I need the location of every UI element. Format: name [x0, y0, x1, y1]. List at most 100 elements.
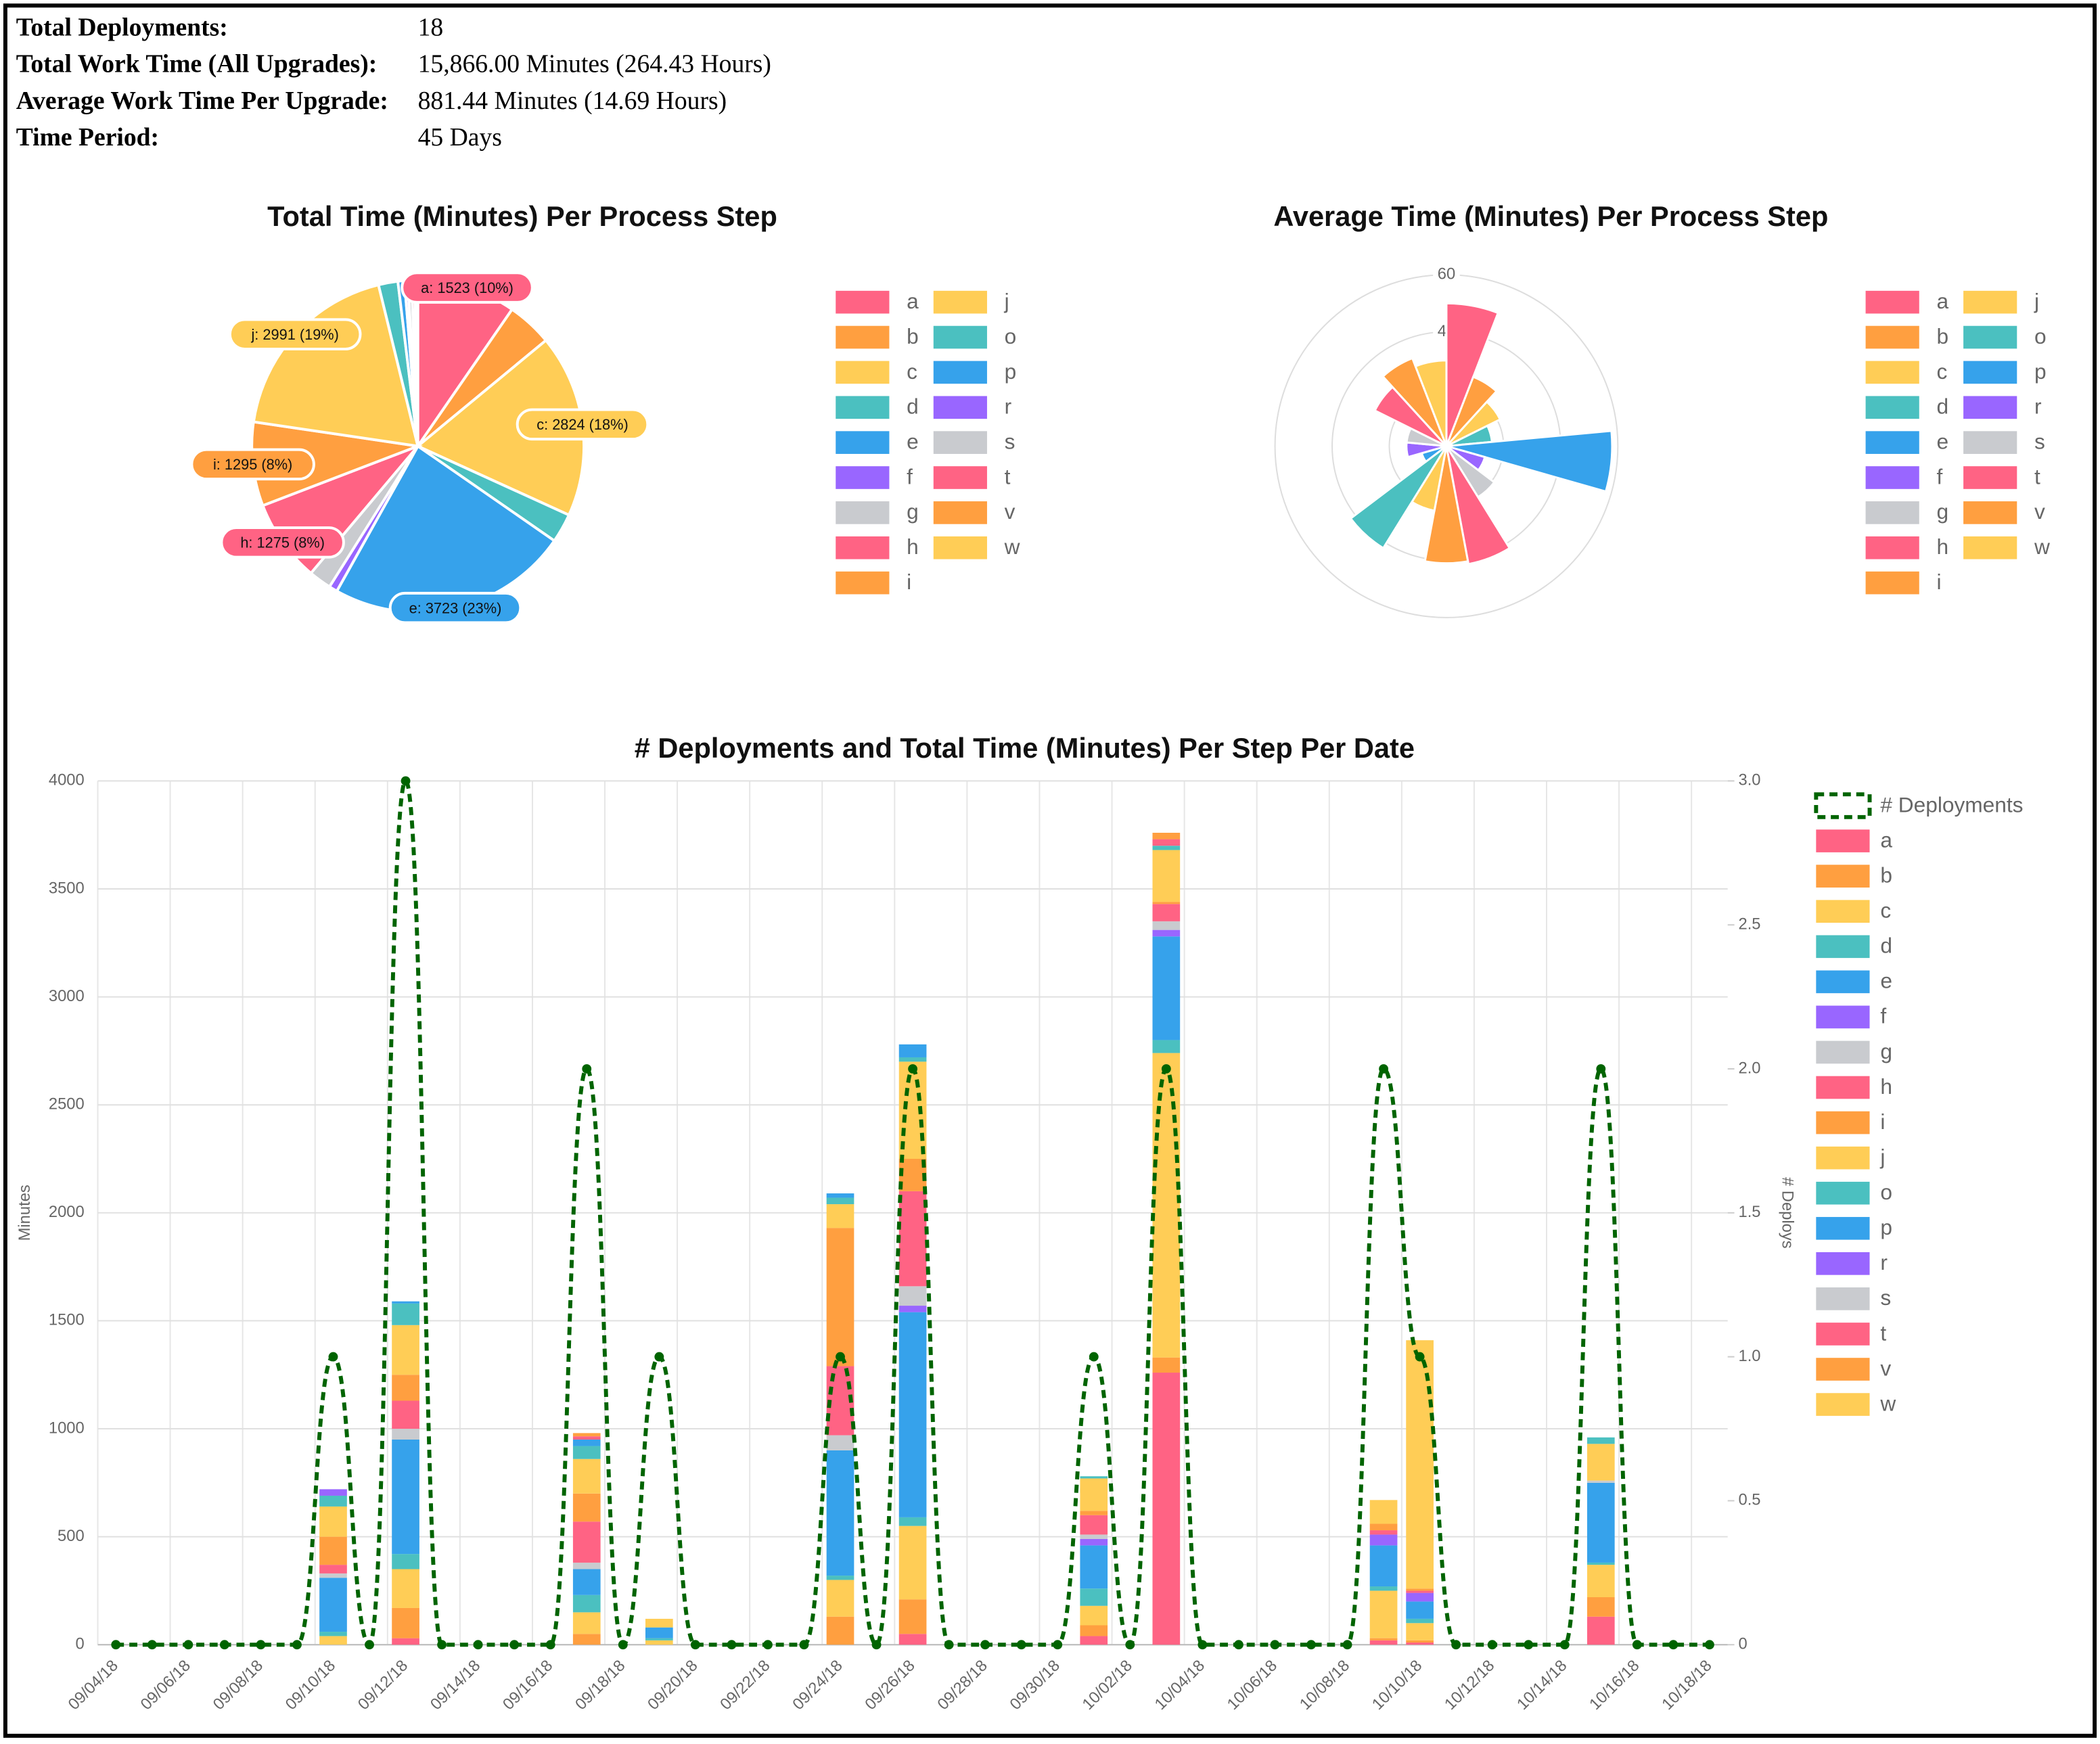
y-tick-label: 3000 [49, 987, 85, 1005]
data-label-bg [220, 526, 345, 559]
legend-swatch [1865, 396, 1919, 419]
line-point [1668, 1640, 1679, 1650]
bar-segment [1587, 1482, 1615, 1563]
legend-swatch [1814, 792, 1872, 819]
data-label-bg [516, 408, 649, 441]
bar-segment [1587, 1597, 1615, 1617]
polar-segment [1445, 375, 1499, 447]
legend-label: s [1880, 1285, 1891, 1310]
legend-label: r [1880, 1250, 1888, 1275]
bar-segment [1369, 1500, 1398, 1524]
bar-segment [826, 1616, 854, 1645]
y-axis-label: Minutes [16, 1185, 34, 1241]
legend-swatch [836, 571, 890, 595]
bar-segment [392, 1325, 419, 1375]
bar-segment [1080, 1636, 1108, 1645]
legend-label: g [907, 499, 919, 524]
bar-segment [1080, 1588, 1108, 1606]
line-point [1451, 1640, 1461, 1650]
bar-segment [826, 1580, 854, 1617]
line-point [1016, 1640, 1026, 1650]
legend-label: c [907, 359, 917, 384]
chart-title: Average Time (Minutes) Per Process Step [1273, 200, 1828, 232]
bar-segment [572, 1439, 601, 1446]
legend-label: s [2034, 429, 2045, 453]
legend-swatch [1816, 970, 1870, 994]
legend-label: b [907, 324, 919, 348]
legend-swatch [933, 361, 987, 384]
data-label: e: 3723 (23%) [409, 599, 502, 616]
legend-swatch [933, 325, 987, 349]
bar-segment [1369, 1523, 1398, 1531]
bar-segment [572, 1446, 601, 1459]
legend-label: f [1880, 1004, 1886, 1028]
legend-swatch [836, 466, 890, 489]
legend-swatch [1816, 1252, 1870, 1275]
line-point [763, 1640, 773, 1650]
y2-tick-label: 0.5 [1739, 1491, 1761, 1509]
legend-label: g [1880, 1039, 1892, 1063]
bar-segment [1369, 1545, 1398, 1587]
y-tick-label: 4000 [49, 771, 85, 789]
line-point [582, 1064, 592, 1074]
line-point [219, 1640, 229, 1650]
line-point [1632, 1640, 1642, 1650]
bar-segment [572, 1521, 601, 1563]
legend-swatch [1865, 290, 1919, 314]
legend-label: j [2034, 289, 2039, 313]
line-point [1415, 1352, 1425, 1362]
y2-tick-label: 2.5 [1739, 915, 1761, 933]
legend-label: o [1880, 1180, 1892, 1204]
y-tick-label: 3500 [49, 879, 85, 897]
bar-segment [1152, 930, 1181, 937]
bar-segment [1369, 1586, 1398, 1591]
line-point [1053, 1640, 1063, 1650]
legend-swatch [1816, 1040, 1870, 1064]
legend-swatch [1816, 1146, 1870, 1170]
legend-label: h [1880, 1074, 1892, 1099]
data-label: a: 1523 (10%) [421, 279, 513, 296]
bar-segment [1406, 1618, 1434, 1624]
data-label: c: 2824 (18%) [537, 416, 629, 433]
bar-segment [572, 1459, 601, 1494]
bar-segment [392, 1607, 419, 1638]
line-point [292, 1640, 302, 1650]
bar-segment [1406, 1590, 1434, 1593]
legend-label: p [1880, 1215, 1892, 1239]
legend-swatch [1865, 325, 1919, 349]
bar-segment [898, 1057, 927, 1062]
bar-segment [898, 1286, 927, 1306]
legend-swatch [1963, 325, 2017, 349]
summary-value: 15,866.00 Minutes (264.43 Hours) [418, 50, 771, 78]
bar-segment [645, 1638, 673, 1640]
line-point [473, 1640, 483, 1650]
line-point [908, 1064, 918, 1074]
bar-segment [898, 1306, 927, 1312]
bar-segment [572, 1634, 601, 1645]
legend-swatch [1865, 501, 1919, 524]
bar-segment [898, 1525, 927, 1600]
legend-label: p [2034, 359, 2047, 384]
legend-label: w [1004, 534, 1020, 559]
bar-segment [1080, 1476, 1108, 1479]
bar-segment [319, 1489, 347, 1496]
bar-segment [1152, 1357, 1181, 1373]
data-label-bg [401, 271, 534, 304]
bar-segment [826, 1204, 854, 1229]
line-point [1487, 1640, 1497, 1650]
line-point [944, 1640, 954, 1650]
bar-segment [898, 1044, 927, 1057]
bar-segment [1080, 1534, 1108, 1539]
bar-segment [1152, 846, 1181, 850]
bar-segment [826, 1435, 854, 1450]
bar-segment [1406, 1623, 1434, 1640]
line-point [401, 776, 411, 786]
data-label-bg [388, 591, 522, 624]
legend-swatch [933, 431, 987, 454]
legend-swatch [1865, 431, 1919, 454]
bar-segment [572, 1612, 601, 1634]
legend-swatch [1816, 1323, 1870, 1346]
legend-swatch [933, 396, 987, 419]
